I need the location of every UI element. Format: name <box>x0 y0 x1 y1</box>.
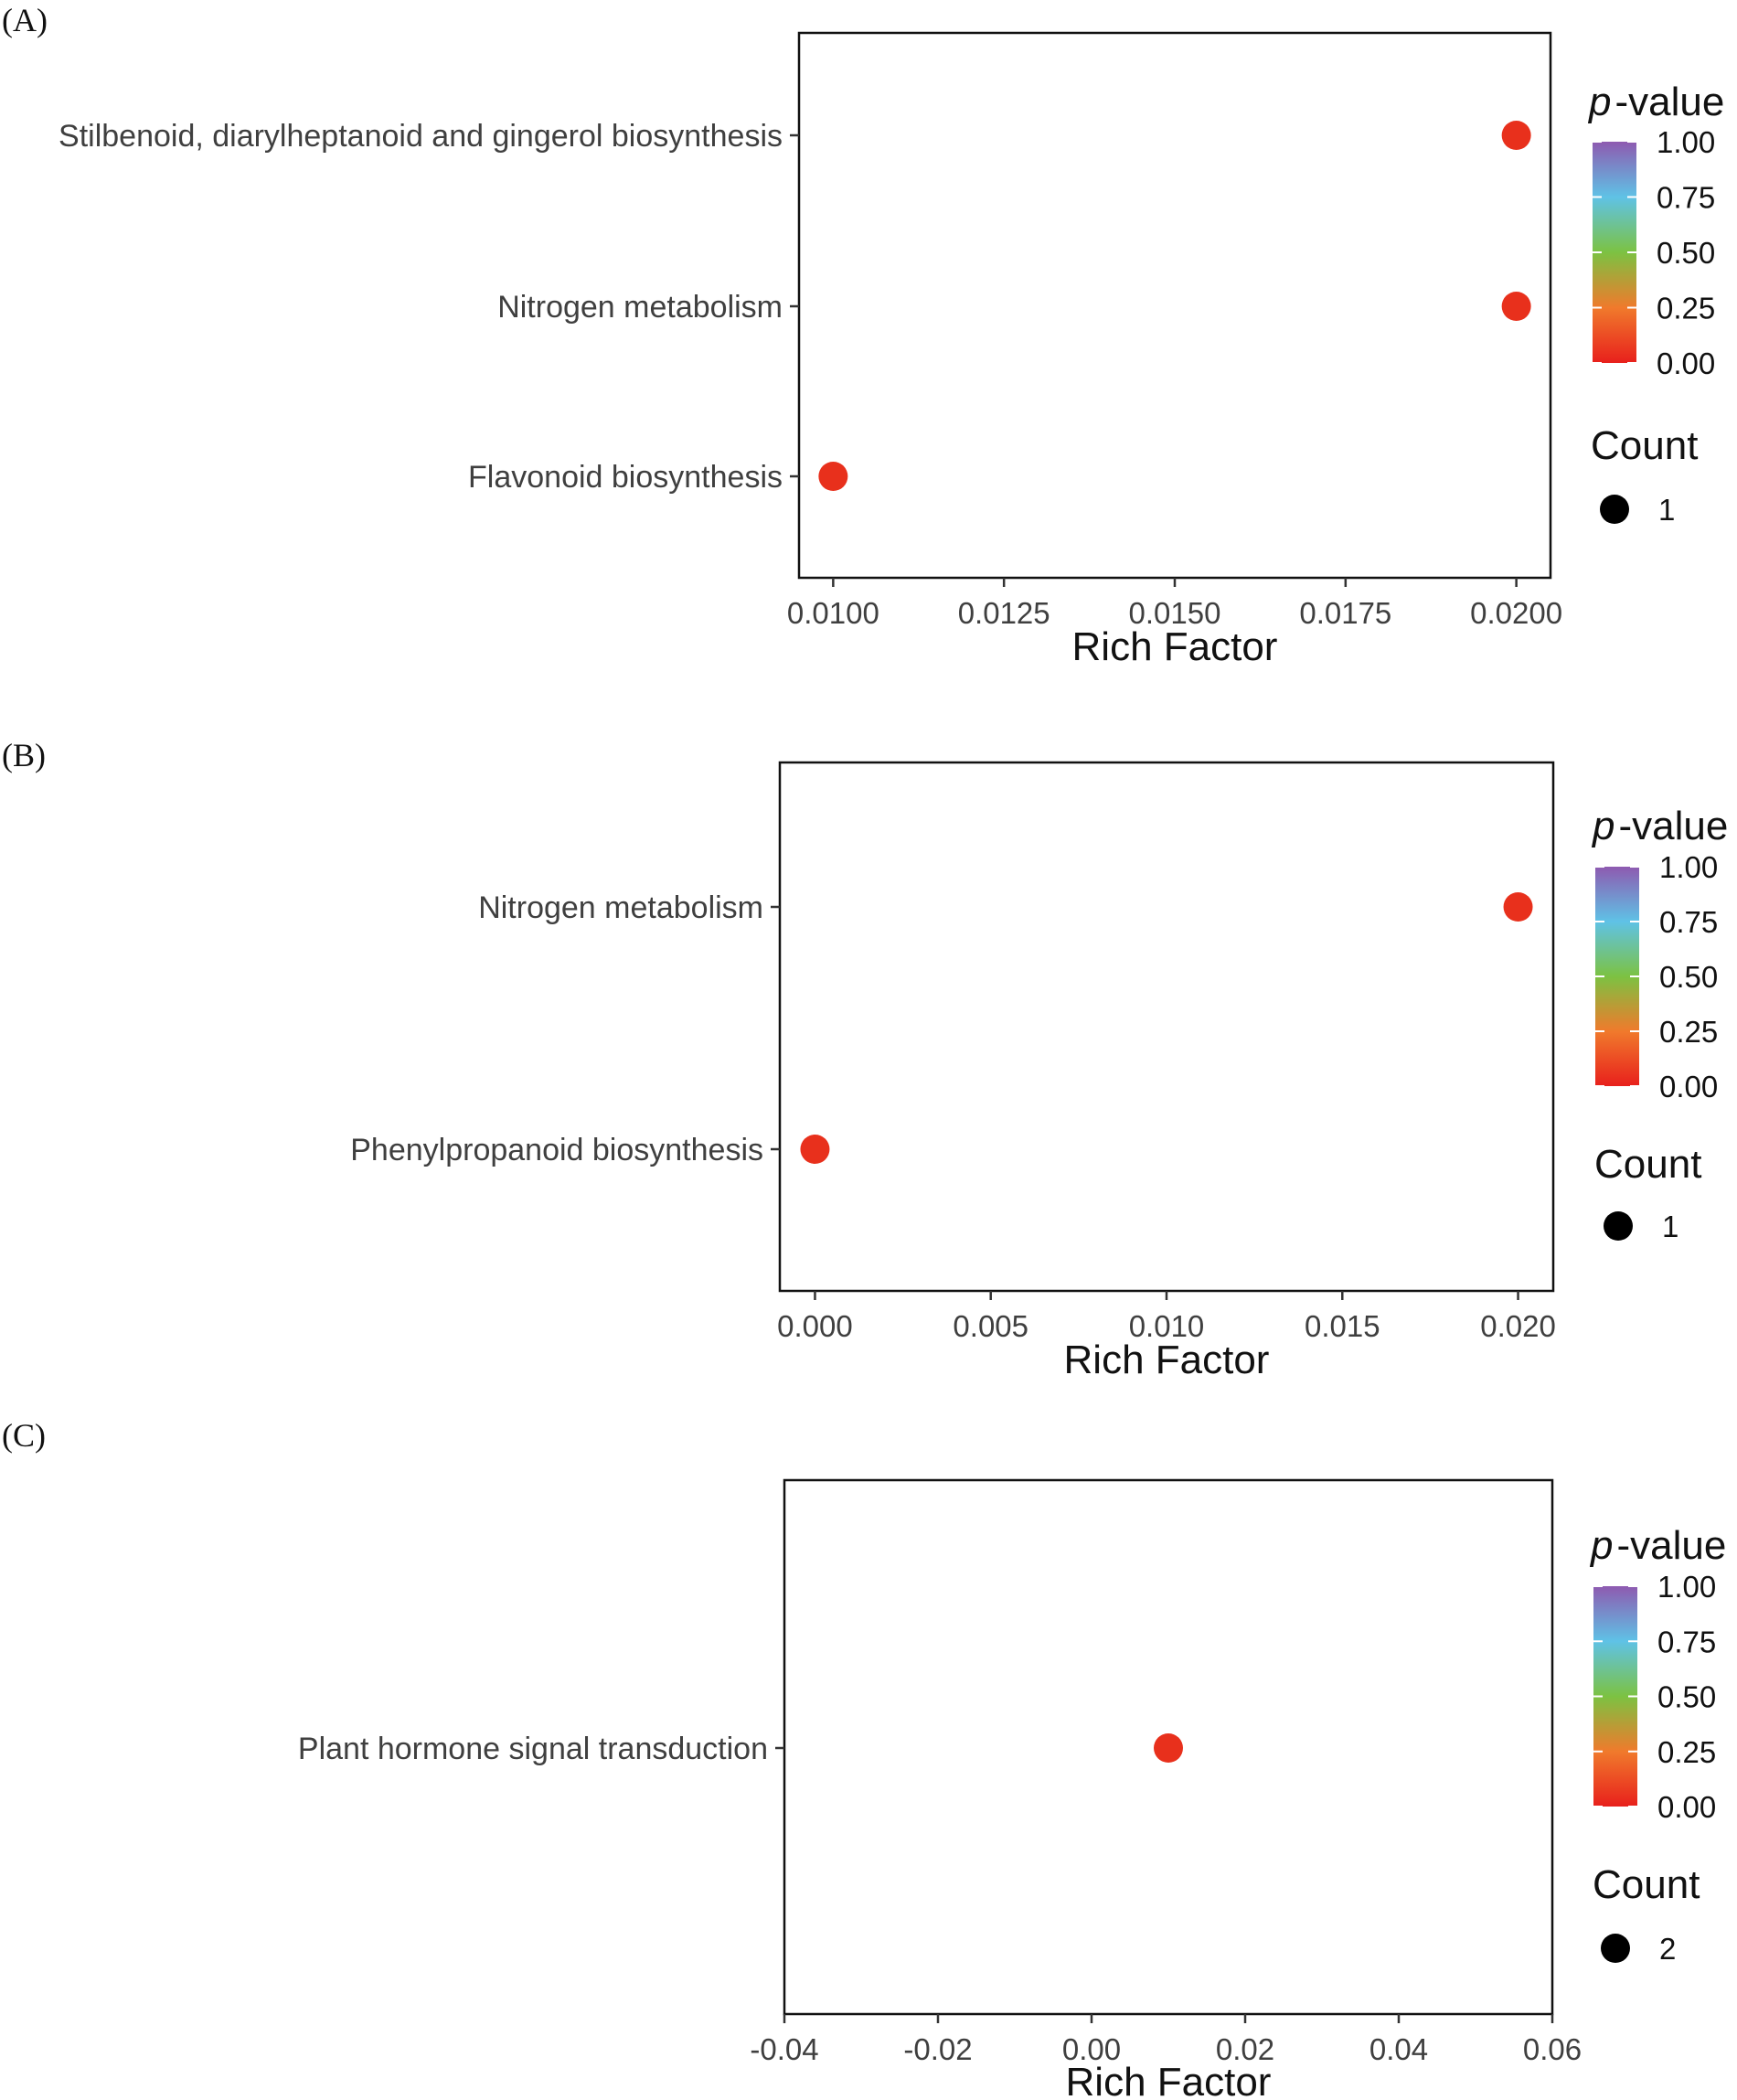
panel-c-y-axis: Plant hormone signal transduction <box>298 1732 784 1766</box>
panel-b-color-legend-title: p-value <box>1591 804 1728 848</box>
panel-b-colorbar-tick-label: 0.75 <box>1659 905 1718 939</box>
panel-b-y-tick-label: Phenylpropanoid biosynthesis <box>350 1133 763 1167</box>
panel-b-x-axis: 0.000 0.005 0.010 0.015 0.020 <box>777 1291 1556 1343</box>
panel-c-size-legend-label: 2 <box>1659 1932 1676 1966</box>
panel-a-x-axis-title: Rich Factor <box>1072 624 1278 669</box>
panel-a-label: (A) <box>2 2 48 38</box>
panel-c-x-axis: -0.04 -0.02 0.00 0.02 0.04 0.06 <box>750 2014 1582 2066</box>
panel-b-data-point <box>800 1135 830 1164</box>
panel-a: (A) Stilbenoid, diarylheptanoid and ging… <box>2 2 1724 669</box>
panel-a-y-tick-label: Stilbenoid, diarylheptanoid and gingerol… <box>59 119 783 154</box>
panel-a-size-legend-title: Count <box>1591 423 1698 468</box>
panel-b-plot-frame <box>778 761 1555 1293</box>
panel-c-colorbar-tick-label: 1.00 <box>1657 1570 1716 1604</box>
panel-b-y-axis: Nitrogen metabolism Phenylpropanoid biosy… <box>350 890 780 1167</box>
panel-a-colorbar-tick-label: 0.75 <box>1657 181 1715 215</box>
panel-a-data-point <box>1501 121 1531 150</box>
panel-a-colorbar-tick-label: 0.25 <box>1657 292 1715 325</box>
panel-b-points <box>800 892 1533 1164</box>
panel-b-y-tick-label: Nitrogen metabolism <box>478 890 763 925</box>
panel-a-x-tick-label: 0.0150 <box>1129 596 1221 630</box>
panel-c-x-tick-label: 0.00 <box>1062 2032 1121 2066</box>
panel-a-data-point <box>1501 292 1531 321</box>
panel-b-size-legend: Count 1 <box>1594 1142 1701 1243</box>
panel-b-x-tick-label: 0.010 <box>1129 1309 1205 1343</box>
panel-a-points <box>818 121 1531 491</box>
panel-a-y-tick-label: Flavonoid biosynthesis <box>468 460 783 495</box>
panel-b-x-tick-label: 0.000 <box>777 1309 853 1343</box>
panel-a-colorbar-tick-label: 1.00 <box>1657 125 1715 159</box>
panel-a-y-axis: Stilbenoid, diarylheptanoid and gingerol… <box>59 119 799 495</box>
panel-a-size-legend-label: 1 <box>1658 493 1675 527</box>
panel-c-color-legend-title: p-value <box>1589 1523 1726 1568</box>
panel-c-size-legend-title: Count <box>1593 1862 1700 1907</box>
panel-c-size-legend-key <box>1601 1934 1630 1963</box>
panel-a-plot-frame <box>797 31 1552 580</box>
panel-b-size-legend-key <box>1604 1211 1633 1241</box>
panel-b-size-legend-title: Count <box>1594 1142 1701 1187</box>
panel-b-x-tick-label: 0.005 <box>953 1309 1028 1343</box>
panel-a-colorbar-tick-label: 0.00 <box>1657 346 1715 380</box>
panel-c-colorbar-ticks: 1.00 0.75 0.50 0.25 0.00 <box>1593 1570 1716 1824</box>
panel-c-colorbar-tick-label: 0.50 <box>1657 1680 1716 1714</box>
panel-c-x-tick-label: -0.04 <box>750 2032 818 2066</box>
panel-c-label: (C) <box>2 1417 46 1454</box>
panel-c-size-legend: Count 2 <box>1593 1862 1700 1966</box>
panel-c-colorbar-tick-label: 0.25 <box>1657 1735 1716 1769</box>
panel-b-colorbar-ticks: 1.00 0.75 0.50 0.25 0.00 <box>1595 850 1718 1103</box>
panel-b-x-axis-title: Rich Factor <box>1064 1338 1270 1382</box>
panel-a-x-axis: 0.0100 0.0125 0.0150 0.0175 0.0200 <box>787 578 1562 630</box>
panel-a-size-legend: Count 1 <box>1591 423 1698 527</box>
panel-b-x-tick-label: 0.015 <box>1305 1309 1380 1343</box>
panel-c-color-legend: p-value 1.00 0.75 0.50 0.25 0.00 <box>1589 1523 1726 1824</box>
panel-c: (C) Plant hormone signal transduction -0… <box>2 1417 1726 2100</box>
panel-c-y-tick-label: Plant hormone signal transduction <box>298 1732 768 1766</box>
panel-a-y-tick-label: Nitrogen metabolism <box>497 290 783 325</box>
panel-b-size-legend-label: 1 <box>1662 1210 1678 1243</box>
panel-b-colorbar-tick-label: 0.00 <box>1659 1070 1718 1103</box>
panel-b-colorbar-tick-label: 0.25 <box>1659 1015 1718 1049</box>
panel-b-data-point <box>1503 892 1533 922</box>
panel-a-color-legend: p-value 1.00 0.75 0.50 0.25 0.00 <box>1587 80 1724 380</box>
panel-b-x-tick-label: 0.020 <box>1480 1309 1556 1343</box>
panel-b-color-legend: p-value 1.00 0.75 0.50 0.25 0.00 <box>1591 804 1728 1103</box>
panel-b: (B) Nitrogen metabolism Phenylpropanoid b… <box>2 737 1728 1382</box>
panel-c-x-tick-label: 0.04 <box>1369 2032 1428 2066</box>
panel-b-colorbar-tick-label: 0.50 <box>1659 960 1718 994</box>
panel-c-x-tick-label: 0.06 <box>1523 2032 1582 2066</box>
panel-c-colorbar-tick-label: 0.00 <box>1657 1790 1716 1824</box>
panel-c-x-axis-title: Rich Factor <box>1066 2060 1272 2100</box>
panel-a-data-point <box>818 462 848 491</box>
panel-a-color-legend-title: p-value <box>1587 80 1724 124</box>
panel-a-x-tick-label: 0.0125 <box>958 596 1050 630</box>
panel-b-colorbar-tick-label: 1.00 <box>1659 850 1718 884</box>
panel-a-colorbar-ticks: 1.00 0.75 0.50 0.25 0.00 <box>1593 125 1715 380</box>
panel-b-label: (B) <box>2 737 46 773</box>
panel-c-data-point <box>1154 1733 1183 1763</box>
panel-c-colorbar-tick-label: 0.75 <box>1657 1625 1716 1658</box>
panel-c-points <box>1154 1733 1183 1763</box>
panel-a-x-tick-label: 0.0175 <box>1299 596 1391 630</box>
panel-a-x-tick-label: 0.0200 <box>1470 596 1562 630</box>
panel-c-x-tick-label: -0.02 <box>903 2032 972 2066</box>
panel-a-colorbar-tick-label: 0.50 <box>1657 236 1715 270</box>
panel-a-x-tick-label: 0.0100 <box>787 596 879 630</box>
panel-a-size-legend-key <box>1600 495 1629 524</box>
panel-c-x-tick-label: 0.02 <box>1216 2032 1274 2066</box>
